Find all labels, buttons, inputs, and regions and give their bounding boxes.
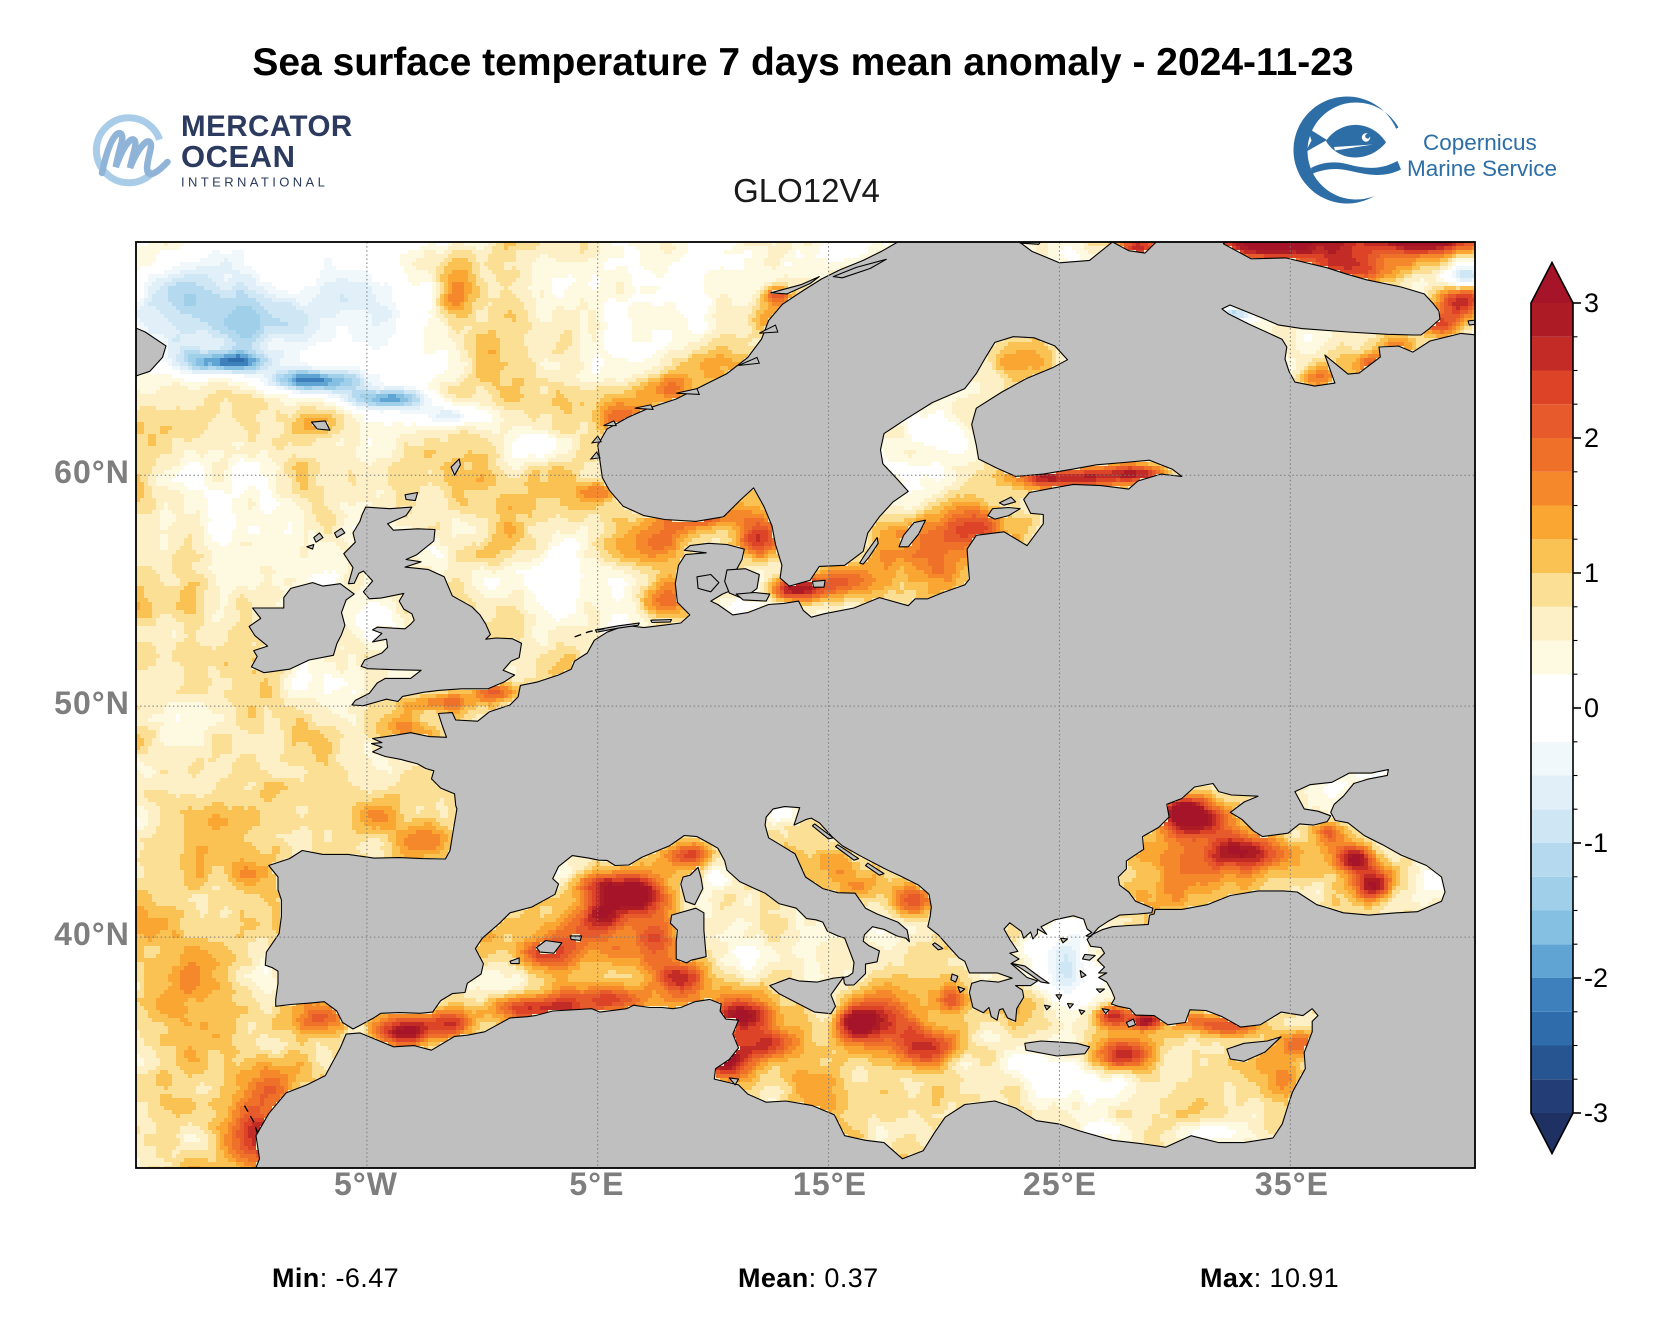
svg-text:Copernicus: Copernicus: [1423, 130, 1537, 155]
svg-text:OCEAN: OCEAN: [181, 139, 295, 174]
svg-text:INTERNATIONAL: INTERNATIONAL: [181, 175, 328, 190]
svg-text:Marine Service: Marine Service: [1407, 156, 1557, 181]
svg-text:MERCATOR: MERCATOR: [181, 110, 353, 143]
